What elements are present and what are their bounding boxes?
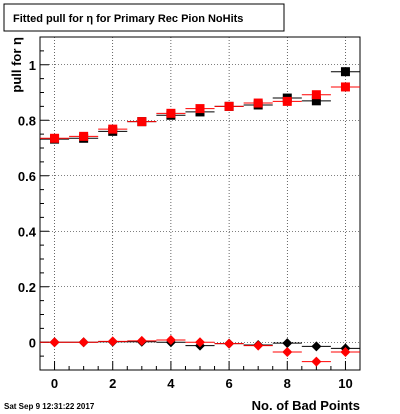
data-point [311, 96, 321, 106]
grid [40, 37, 360, 370]
data-point [253, 98, 263, 108]
x-tick-label: 0 [51, 376, 58, 391]
series-1 [40, 82, 360, 143]
x-tick-label: 6 [225, 376, 232, 391]
data-point [49, 337, 60, 348]
title-box [3, 3, 285, 32]
data-point [166, 108, 176, 118]
data-point [165, 335, 176, 346]
data-point [136, 335, 147, 346]
data-point [137, 117, 147, 127]
data-point [107, 336, 118, 347]
data-point [340, 82, 350, 92]
x-tick-label: 2 [109, 376, 116, 391]
data-point [224, 101, 234, 111]
data-point [50, 133, 60, 143]
y-tick-label: 1 [29, 58, 36, 73]
y-tick-label: 0 [29, 335, 36, 350]
data-point [195, 104, 205, 114]
x-tick-label: 10 [338, 376, 352, 391]
x-tick-label: 8 [284, 376, 291, 391]
y-tick-label: 0.8 [18, 113, 36, 128]
data-point [79, 131, 89, 141]
data-point [340, 67, 350, 77]
data-point [311, 356, 322, 367]
data-point [195, 337, 205, 348]
y-axis-label: pull for η [9, 37, 24, 93]
data-point [311, 341, 322, 352]
data-point [311, 90, 321, 100]
plot-frame [39, 36, 361, 371]
series-3 [40, 335, 360, 367]
data-point [340, 346, 351, 357]
data-point [282, 346, 293, 357]
data-point [108, 124, 118, 134]
data-point [224, 338, 235, 349]
tick-labels: 0 2 4 6 8 10 0 0.2 0.4 0.6 0.8 1 [18, 58, 353, 391]
axis-ticks [40, 36, 346, 371]
data-point [282, 96, 292, 106]
data-marks [40, 67, 360, 367]
y-tick-label: 0.4 [18, 224, 37, 239]
x-tick-label: 4 [167, 376, 175, 391]
y-tick-label: 0.6 [18, 169, 36, 184]
y-tick-label: 0.2 [18, 280, 36, 295]
timestamp: Sat Sep 9 12:31:22 2017 [4, 402, 95, 411]
data-point [78, 337, 89, 348]
data-point [253, 340, 264, 351]
x-axis-label: No. of Bad Points [252, 398, 360, 413]
chart-title: Fitted pull for η for Primary Rec Pion N… [13, 13, 243, 25]
data-point [282, 338, 293, 349]
